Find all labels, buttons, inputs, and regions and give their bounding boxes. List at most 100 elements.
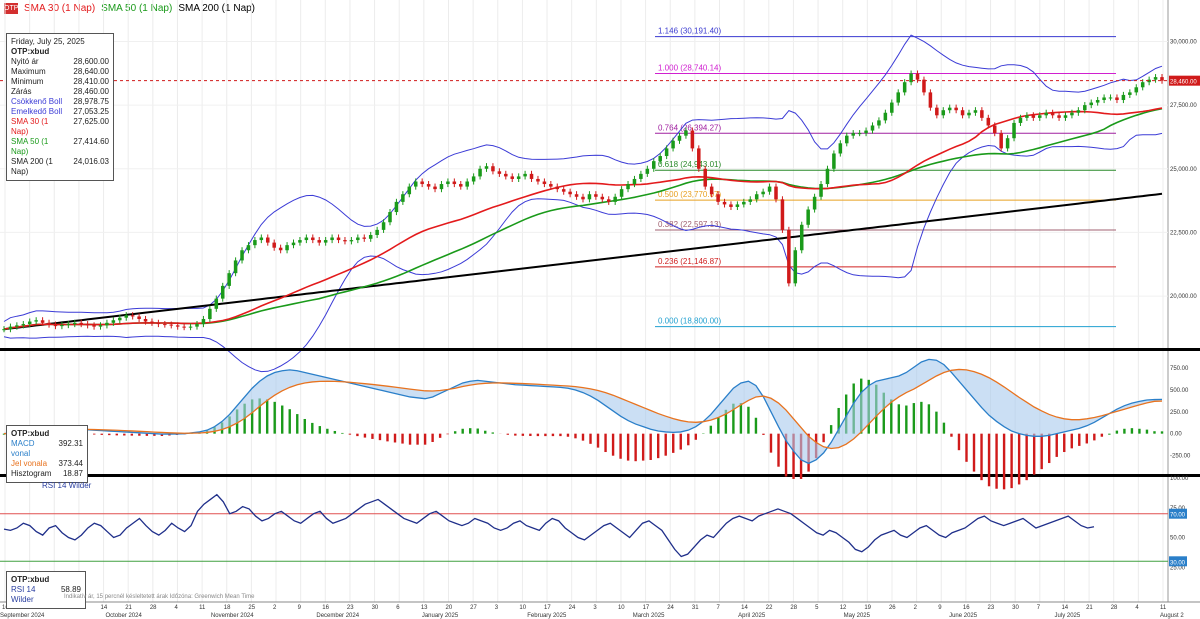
- macd-histogram-bar: [1025, 433, 1028, 481]
- candle-body: [266, 237, 270, 243]
- candle-body: [510, 176, 514, 179]
- macd-histogram-bar: [145, 433, 149, 436]
- candle-body: [587, 194, 592, 200]
- candle-body: [105, 322, 109, 326]
- x-tick-label: 28: [150, 605, 157, 611]
- macd-histogram-bar: [250, 399, 254, 434]
- candle-body: [368, 234, 373, 239]
- candle-body: [787, 229, 791, 284]
- candle-body: [111, 320, 116, 323]
- x-tick-label: 7: [717, 605, 721, 611]
- info-label: Zárás: [11, 87, 32, 96]
- candle-body: [233, 260, 238, 274]
- x-month-label: December 2024: [316, 613, 359, 619]
- macd-histogram-bar: [1078, 433, 1081, 446]
- candle-body: [877, 120, 881, 126]
- info-label: RSI 14 Wilder: [11, 585, 36, 604]
- candle-body: [47, 322, 51, 325]
- candle-body: [864, 130, 868, 134]
- rsi-tick-label: 100.00: [1170, 476, 1189, 482]
- candle-body: [742, 201, 746, 205]
- candle-body: [426, 184, 431, 187]
- macd-histogram-bar: [1115, 430, 1119, 434]
- candle-body: [182, 326, 186, 328]
- macd-histogram-bar: [679, 433, 682, 450]
- macd-histogram-bar: [491, 432, 494, 434]
- candle-body: [902, 82, 907, 93]
- candle-body: [542, 181, 547, 185]
- macd-histogram-bar: [724, 409, 728, 434]
- macd-histogram-bar: [258, 398, 261, 434]
- candle-body: [278, 247, 283, 251]
- x-month-label: October 2024: [105, 613, 142, 619]
- candle-body: [79, 322, 83, 325]
- candle-body: [748, 199, 753, 202]
- macd-histogram-bar: [416, 433, 419, 445]
- signal-line: [3, 368, 1163, 450]
- macd-histogram-bar: [378, 433, 382, 441]
- x-tick-label: 28: [1111, 605, 1118, 611]
- macd-histogram-bar: [153, 433, 156, 436]
- macd-line: [3, 358, 1163, 465]
- info-label: Csökkenő Boll: [11, 97, 63, 106]
- candle-body: [735, 204, 740, 207]
- candle-body: [703, 168, 707, 187]
- x-month-label: March 2025: [633, 613, 665, 619]
- macd-histogram-bar: [476, 428, 479, 434]
- macd-histogram-bar: [732, 403, 735, 434]
- macd-histogram-bar: [506, 433, 510, 435]
- macd-histogram-bar: [1100, 433, 1104, 437]
- candle-body: [697, 148, 701, 169]
- candle-body: [754, 194, 759, 200]
- x-tick-label: 26: [889, 605, 896, 611]
- candle-body: [870, 125, 875, 131]
- rsi-title: RSI 14 Wilder: [42, 481, 92, 490]
- rsi-lower-band-label: 30.00: [1170, 560, 1186, 566]
- x-tick-label: 30: [1012, 605, 1019, 611]
- macd-histogram-bar: [138, 433, 141, 436]
- candle-body: [980, 110, 984, 118]
- macd-histogram-bar: [1130, 428, 1134, 434]
- macd-tick-label: -250.00: [1170, 454, 1191, 460]
- footnote: Indikatív ár, 15 percnél késleltetett ár…: [64, 594, 255, 600]
- info-label: Hisztogram: [11, 469, 52, 478]
- candle-body: [1012, 122, 1016, 139]
- legend-sma50[interactable]: SMA 50 (1 Nap): [101, 2, 173, 14]
- macd-histogram-bar: [1160, 431, 1164, 434]
- candle-body: [118, 317, 122, 321]
- candle-body: [253, 240, 257, 246]
- legend-sma200[interactable]: SMA 200 (1 Nap): [178, 2, 256, 14]
- candle-body: [992, 125, 997, 134]
- candle-body: [201, 318, 206, 325]
- x-tick-label: 30: [372, 605, 379, 611]
- candle-body: [336, 237, 341, 241]
- rsi-tick-label: 50.00: [1170, 536, 1186, 542]
- x-month-label: April 2025: [738, 613, 766, 619]
- info-value: 392.31: [58, 439, 83, 448]
- candle-body: [729, 204, 733, 207]
- macd-histogram-bar: [882, 392, 885, 434]
- macd-histogram-bar: [288, 409, 291, 434]
- price-tick-label: 30,000.00: [1170, 39, 1197, 45]
- candle-body: [15, 325, 19, 327]
- macd-histogram-bar: [1085, 433, 1089, 444]
- candle-body: [561, 189, 566, 192]
- macd-histogram-bar: [1002, 433, 1006, 490]
- candle-body: [1063, 115, 1068, 118]
- candle-body: [227, 273, 231, 286]
- candle-body: [304, 237, 309, 241]
- legend-sma30[interactable]: SMA 30 (1 Nap): [24, 2, 96, 14]
- macd-histogram-bar: [762, 433, 765, 435]
- candle-body: [1153, 77, 1158, 80]
- x-month-label: February 2025: [527, 613, 567, 619]
- candle-body: [819, 184, 823, 197]
- x-tick-label: 16: [322, 605, 329, 611]
- candle-body: [73, 322, 77, 325]
- info-row: MACD vonal 392.31: [11, 439, 83, 459]
- macd-histogram-bar: [544, 433, 547, 437]
- upper-bollinger-line: [3, 34, 1163, 322]
- macd-histogram-bar: [2, 433, 6, 435]
- macd-histogram-bar: [890, 399, 893, 434]
- macd-histogram-bar: [1010, 433, 1013, 489]
